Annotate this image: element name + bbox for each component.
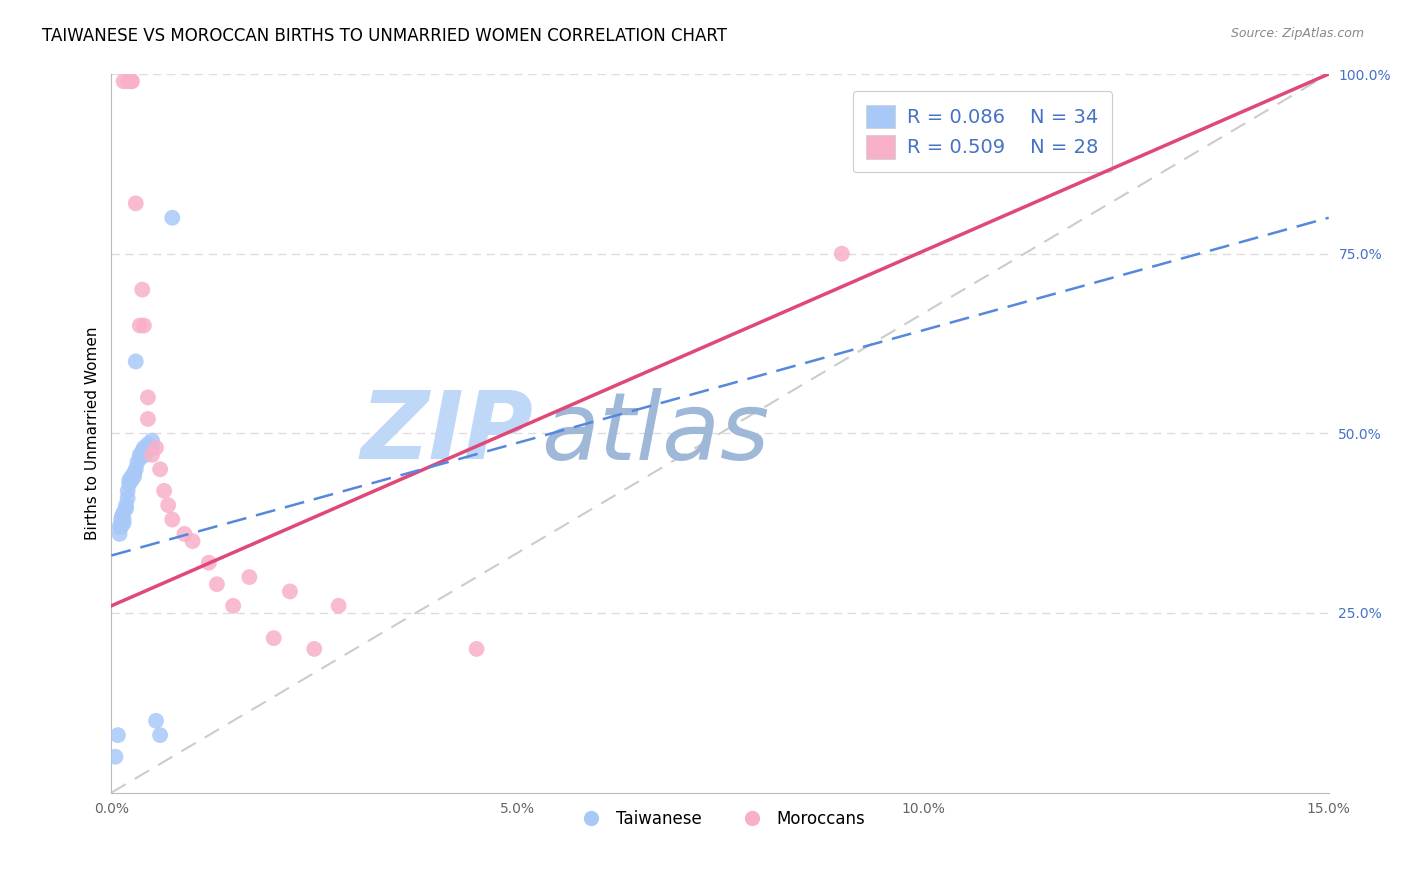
Point [162, 512, 184, 526]
Point [104, 749, 127, 764]
Point [153, 483, 176, 498]
Point [122, 466, 145, 480]
Point [118, 473, 141, 487]
Point [115, 501, 138, 516]
Point [181, 534, 204, 549]
Point [131, 444, 153, 458]
Point [128, 318, 150, 333]
Legend: Taiwanese, Moroccans: Taiwanese, Moroccans [568, 804, 872, 835]
Point [162, 211, 184, 225]
Point [141, 441, 163, 455]
Point [122, 469, 145, 483]
Point [205, 577, 228, 591]
Point [263, 631, 285, 645]
Point [831, 246, 853, 260]
Point [141, 434, 163, 448]
Point [238, 570, 260, 584]
Point [117, 491, 139, 505]
Point [112, 505, 135, 519]
Point [108, 520, 131, 534]
Point [132, 441, 155, 455]
Point [112, 74, 135, 88]
Point [112, 516, 135, 531]
Point [121, 473, 143, 487]
Point [125, 462, 148, 476]
Point [328, 599, 350, 613]
Point [127, 455, 149, 469]
Point [121, 469, 143, 483]
Point [136, 412, 159, 426]
Point [173, 527, 195, 541]
Point [115, 498, 138, 512]
Text: ZIP: ZIP [360, 387, 533, 479]
Point [141, 448, 163, 462]
Point [136, 391, 159, 405]
Point [197, 556, 219, 570]
Point [118, 476, 141, 491]
Point [222, 599, 245, 613]
Point [278, 584, 301, 599]
Point [145, 714, 167, 728]
Point [125, 354, 148, 368]
Point [117, 483, 139, 498]
Point [112, 512, 135, 526]
Point [134, 448, 156, 462]
Y-axis label: Births to Unmarried Women: Births to Unmarried Women [86, 326, 100, 540]
Point [128, 448, 150, 462]
Point [111, 508, 134, 523]
Point [136, 437, 159, 451]
Point [121, 74, 143, 88]
Point [117, 74, 139, 88]
Point [145, 441, 167, 455]
Point [157, 498, 180, 512]
Text: atlas: atlas [541, 388, 769, 479]
Point [132, 318, 155, 333]
Point [121, 74, 143, 88]
Point [131, 283, 153, 297]
Text: Source: ZipAtlas.com: Source: ZipAtlas.com [1230, 27, 1364, 40]
Point [110, 512, 132, 526]
Text: TAIWANESE VS MOROCCAN BIRTHS TO UNMARRIED WOMEN CORRELATION CHART: TAIWANESE VS MOROCCAN BIRTHS TO UNMARRIE… [42, 27, 727, 45]
Point [107, 728, 129, 742]
Point [125, 196, 148, 211]
Point [465, 641, 488, 656]
Point [110, 520, 132, 534]
Point [149, 728, 172, 742]
Point [149, 462, 172, 476]
Point [108, 527, 131, 541]
Point [304, 641, 326, 656]
Point [128, 451, 150, 466]
